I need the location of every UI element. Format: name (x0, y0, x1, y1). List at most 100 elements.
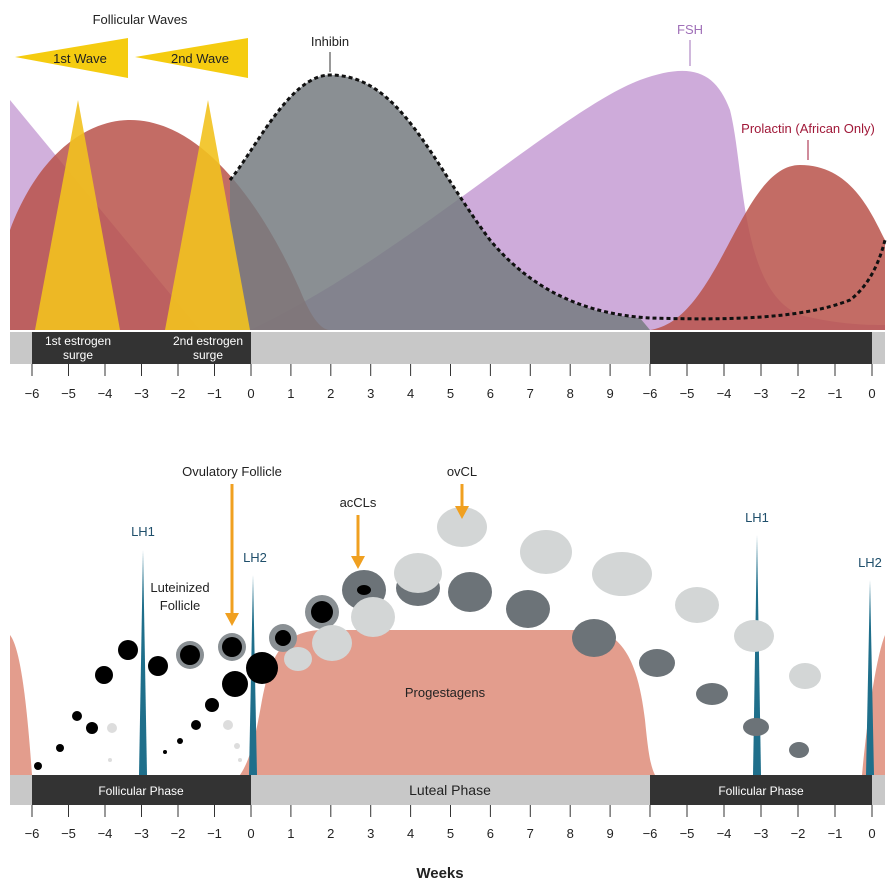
corpus-luteum (639, 649, 675, 677)
phase-label: Follicular Phase (718, 784, 804, 798)
tick-label: 6 (487, 826, 494, 841)
tick-label: −5 (680, 826, 695, 841)
surge-label: 2nd estrogen (173, 334, 243, 348)
tick-label: 4 (407, 826, 414, 841)
follicle (238, 758, 242, 762)
tick-label: 6 (487, 386, 494, 401)
follicle (222, 637, 242, 657)
progestagen-left (10, 635, 32, 775)
tick-label: 5 (447, 386, 454, 401)
corpus-luteum (592, 552, 652, 596)
tick-label: −5 (61, 826, 76, 841)
follicle (107, 723, 117, 733)
follicle (108, 758, 112, 762)
corpus-luteum (675, 587, 719, 623)
tick-label: 0 (868, 826, 875, 841)
tick-label: 7 (527, 826, 534, 841)
lh-spike (139, 550, 147, 775)
follicle (86, 722, 98, 734)
progestagens-label: Progestagens (405, 685, 486, 700)
tick-label: −6 (643, 826, 658, 841)
tick-label: 5 (447, 826, 454, 841)
phase-label: Luteal Phase (409, 782, 491, 798)
follicle (222, 671, 248, 697)
wave-label: 1st Wave (53, 51, 107, 66)
tick-label: 2 (327, 386, 334, 401)
follicle (180, 645, 200, 665)
tick-label: 1 (287, 826, 294, 841)
tick-label: −3 (134, 386, 149, 401)
wave-label: 2nd Wave (171, 51, 229, 66)
tick-label: −3 (754, 826, 769, 841)
tick-label: 1 (287, 386, 294, 401)
lh-label: LH2 (243, 550, 267, 565)
ovcl-label: ovCL (447, 464, 477, 479)
prolactin-label: Prolactin (African Only) (741, 121, 875, 136)
follicle (275, 630, 291, 646)
lh-label: LH1 (131, 524, 155, 539)
follicle (95, 666, 113, 684)
surge-label: surge (193, 348, 223, 362)
inhibin-label: Inhibin (311, 34, 349, 49)
tick-label: −1 (828, 386, 843, 401)
follicle (205, 698, 219, 712)
tick-label: −1 (207, 386, 222, 401)
accls-label: acCLs (340, 495, 377, 510)
tick-label: −5 (61, 386, 76, 401)
tick-label: 0 (247, 386, 254, 401)
follicle (246, 652, 278, 684)
tick-label: 2 (327, 826, 334, 841)
wave-title: Follicular Waves (93, 12, 188, 27)
lh-label: LH2 (858, 555, 882, 570)
tick-label: −4 (98, 386, 113, 401)
corpus-luteum (312, 625, 352, 661)
follicle (56, 744, 64, 752)
corpus-luteum (696, 683, 728, 705)
tick-label: 4 (407, 386, 414, 401)
corpus-luteum (520, 530, 572, 574)
x-axis-label: Weeks (416, 865, 463, 882)
tick-label: 0 (247, 826, 254, 841)
corpus-luteum (734, 620, 774, 652)
tick-label: 9 (606, 386, 613, 401)
surge-label: 1st estrogen (45, 334, 111, 348)
follicle (148, 656, 168, 676)
tick-label: −4 (717, 386, 732, 401)
tick-label: −4 (717, 826, 732, 841)
tick-label: −3 (134, 826, 149, 841)
arrow-head (225, 613, 239, 626)
corpus-luteum (394, 553, 442, 593)
follicle (34, 762, 42, 770)
tick-label: 8 (567, 826, 574, 841)
follicle (311, 601, 333, 623)
tick-label: 0 (868, 386, 875, 401)
lh-spike (753, 535, 761, 775)
tick-label: −6 (25, 386, 40, 401)
corpus-luteum (572, 619, 616, 657)
lh-spike (866, 580, 874, 775)
tick-label: 3 (367, 826, 374, 841)
phase-label: Follicular Phase (98, 784, 184, 798)
tick-label: 7 (527, 386, 534, 401)
follicle (177, 738, 183, 744)
tick-label: −2 (171, 826, 186, 841)
tick-label: 8 (567, 386, 574, 401)
luteinized-label: Follicle (160, 598, 200, 613)
follicle (118, 640, 138, 660)
corpus-luteum (351, 597, 395, 637)
tick-label: −2 (171, 386, 186, 401)
tick-label: −5 (680, 386, 695, 401)
top-bar-dark (650, 332, 872, 364)
tick-label: 9 (606, 826, 613, 841)
surge-label: surge (63, 348, 93, 362)
corpus-luteum (743, 718, 769, 736)
lh-label: LH1 (745, 510, 769, 525)
tick-label: −3 (754, 386, 769, 401)
fsh-label: FSH (677, 22, 703, 37)
follicle (234, 743, 240, 749)
follicle (223, 720, 233, 730)
luteinized-label: Luteinized (150, 580, 209, 595)
corpus-luteum (448, 572, 492, 612)
corpus-luteum (284, 647, 312, 671)
corpus-luteum (506, 590, 550, 628)
